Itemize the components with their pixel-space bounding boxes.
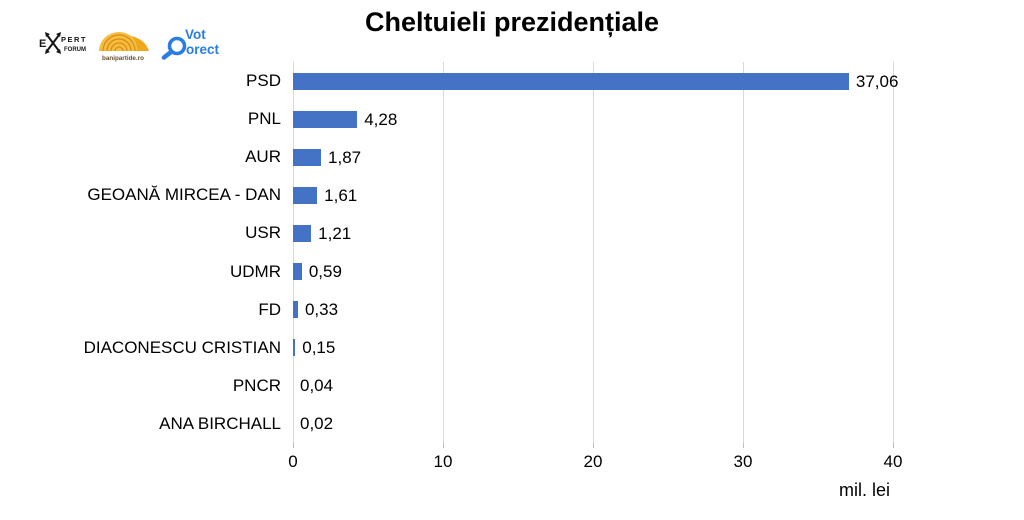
x-axis-tick-label: 20 (583, 452, 603, 471)
category-label: AUR (245, 147, 281, 167)
bar (293, 148, 322, 166)
vot-corect-line2: orect (186, 42, 220, 57)
banipartide-label: banipartide.ro (102, 55, 144, 62)
category-label: ANA BIRCHALL (159, 413, 281, 433)
magnifier-icon (161, 36, 187, 60)
gridline (593, 62, 594, 443)
expert-forum-pert-text: PERT (61, 35, 86, 44)
bar-row: 1,87 (293, 138, 893, 176)
x-axis-tick-labels: 0 10 20 30 40 (288, 452, 902, 475)
vot-corect-logo: Vot orect (161, 27, 220, 60)
category-label: PSD (246, 71, 281, 91)
axis-tick-mark (443, 443, 444, 448)
gridline (443, 62, 444, 443)
gridline (293, 62, 294, 443)
category-label: DIACONESCU CRISTIAN (83, 337, 281, 357)
logo-row: E PERT FORUM banipartide.ro Vot orect (38, 24, 220, 62)
bar-value-label: 0,04 (300, 376, 334, 396)
axis-tick-mark (293, 443, 294, 448)
category-label: USR (245, 223, 281, 243)
axis-tick-mark (893, 443, 894, 448)
expert-forum-arrowheads (45, 32, 61, 54)
bar-value-label: 0,15 (302, 338, 336, 358)
haystack-icon (99, 32, 149, 52)
bar-rows: 37,06 4,28 1,87 1,61 1,21 0,59 0,33 0,15 0,04 0,0… (293, 62, 898, 443)
bar (293, 224, 312, 242)
bar-value-label: 0,02 (300, 414, 334, 434)
expert-forum-e-text: E (39, 38, 46, 50)
bar-row: 37,06 (293, 62, 898, 100)
category-label: PNL (247, 109, 281, 129)
bar-row: 0,59 (293, 252, 893, 290)
category-axis: PSD PNL AUR GEOANĂ MIRCEA - DAN USR UDMR FD DIA… (0, 62, 281, 443)
bar-value-label: 0,59 (308, 262, 342, 282)
bar-value-label: 37,06 (855, 71, 899, 91)
bar-row: 1,61 (293, 176, 893, 214)
bar-row: 0,15 (293, 329, 893, 367)
x-axis-tick-label: 40 (883, 452, 903, 471)
vot-corect-line1: Vot (185, 27, 206, 42)
gridline (743, 62, 744, 443)
bar (293, 110, 358, 128)
bar-row: 1,21 (293, 214, 893, 252)
chart-title: Cheltuieli prezidențiale (364, 7, 660, 37)
bar-row: 0,04 (293, 367, 893, 405)
bar-value-label: 1,21 (318, 223, 352, 243)
bar-row: 0,02 (293, 405, 893, 443)
bar-value-label: 1,61 (324, 185, 358, 205)
gridline (893, 62, 894, 443)
category-label: FD (258, 299, 281, 319)
category-label: PNCR (232, 375, 281, 395)
axis-tick-mark (593, 443, 594, 448)
plot-area: 37,06 4,28 1,87 1,61 1,21 0,59 0,33 0,15 0,04 0,0… (293, 62, 898, 448)
bar-value-label: 4,28 (364, 109, 398, 129)
bar-value-label: 1,87 (328, 147, 362, 167)
bar (293, 339, 296, 357)
expert-forum-logo: E PERT FORUM (39, 32, 86, 54)
axis-tick-mark (743, 443, 744, 448)
bar (293, 72, 849, 90)
bar-row: 0,33 (293, 291, 893, 329)
category-label: GEOANĂ MIRCEA - DAN (87, 185, 281, 205)
bar (293, 186, 318, 204)
bar (293, 263, 302, 281)
banipartide-logo: banipartide.ro (99, 32, 149, 62)
expert-forum-forum-text: FORUM (64, 47, 86, 53)
x-axis-tick-label: 0 (288, 452, 298, 471)
expert-forum-x-arrows (46, 34, 60, 52)
bar (293, 301, 298, 319)
x-axis-tick-label: 30 (733, 452, 753, 471)
bar-row: 4,28 (293, 100, 893, 138)
x-axis-tick-label: 10 (433, 452, 453, 471)
category-label: UDMR (230, 261, 281, 281)
x-axis-title: mil. lei (838, 480, 890, 500)
bar-value-label: 0,33 (304, 300, 339, 320)
